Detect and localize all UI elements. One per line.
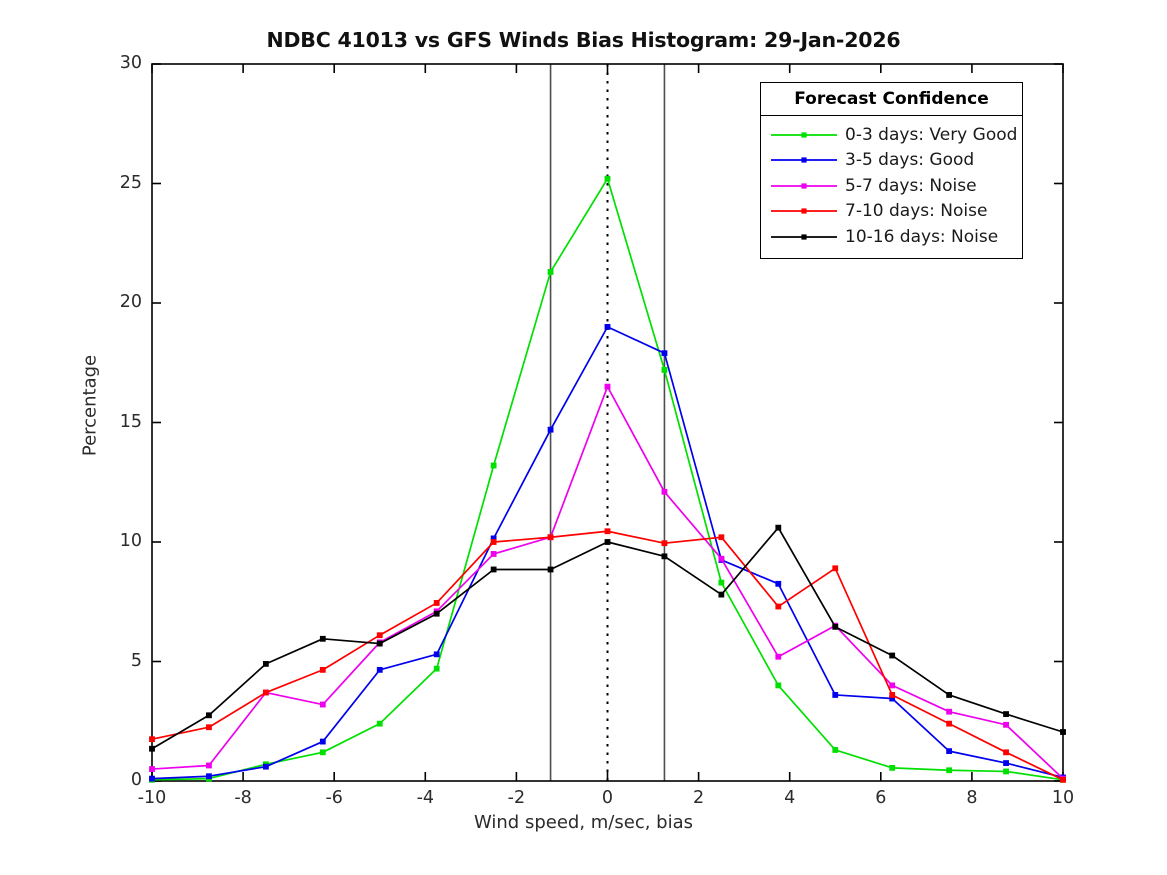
y-tick-label: 15 — [119, 411, 142, 432]
legend-item-label: 0-3 days: Very Good — [845, 124, 1018, 145]
legend-item-2[interactable]: 5-7 days: Noise — [761, 173, 1022, 199]
legend-entries: 0-3 days: Very Good 3-5 days: Good 5-7 day… — [761, 116, 1022, 258]
series-0 — [149, 175, 1066, 783]
y-tick-label: 10 — [119, 531, 142, 551]
x-tick-label: 6 — [875, 788, 887, 808]
x-tick-label: -4 — [416, 788, 435, 808]
x-tick-label: -8 — [234, 788, 252, 808]
legend-line-swatch-icon — [769, 230, 839, 244]
x-tick-label: -6 — [325, 788, 343, 808]
series-4 — [149, 524, 1066, 752]
legend-item-label: 7-10 days: Noise — [845, 201, 988, 222]
x-tick-label: 10 — [1051, 788, 1075, 808]
legend-item-0[interactable]: 0-3 days: Very Good — [761, 122, 1022, 148]
legend-item-1[interactable]: 3-5 days: Good — [761, 148, 1022, 174]
legend-item-label: 10-16 days: Noise — [845, 226, 999, 247]
y-tick-label: 5 — [130, 650, 142, 671]
legend-item-3[interactable]: 7-10 days: Noise — [761, 199, 1022, 225]
x-tick-label: -10 — [137, 788, 167, 808]
legend-item-label: 5-7 days: Noise — [845, 175, 977, 196]
legend-item-label: 3-5 days: Good — [845, 150, 975, 171]
legend-title: Forecast Confidence — [761, 83, 1022, 116]
y-tick-label: 20 — [119, 292, 142, 312]
y-tick-label: 25 — [119, 172, 142, 193]
x-tick-label: 8 — [966, 788, 978, 808]
legend-line-swatch-icon — [769, 153, 839, 167]
y-tick-label: 0 — [130, 770, 142, 790]
x-axis-label: Wind speed, m/sec, bias — [473, 812, 693, 833]
legend-line-swatch-icon — [769, 128, 839, 142]
legend-line-swatch-icon — [769, 179, 839, 193]
legend-item-4[interactable]: 10-16 days: Noise — [761, 224, 1022, 250]
x-tick-label: -2 — [507, 788, 526, 808]
x-tick-label: 0 — [601, 788, 614, 808]
legend: Forecast Confidence 0-3 days: Very Good 3… — [760, 82, 1023, 259]
y-tick-label: 30 — [119, 53, 142, 73]
legend-line-swatch-icon — [769, 204, 839, 218]
chart-title: NDBC 41013 vs GFS Winds Bias Histogram: … — [266, 28, 901, 52]
series-3 — [149, 528, 1066, 783]
x-tick-label: 2 — [693, 788, 705, 808]
x-tick-label: 4 — [784, 788, 796, 808]
